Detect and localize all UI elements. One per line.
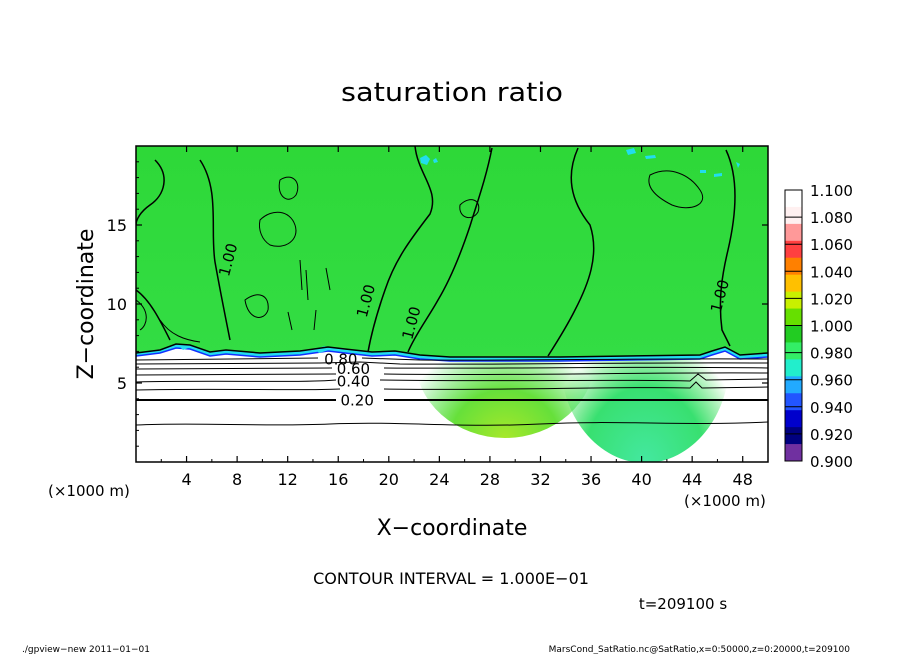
colorbar-swatch <box>785 190 802 208</box>
colorbar-swatch <box>785 223 802 242</box>
y-tick-label: 10 <box>107 295 127 314</box>
y-axis-ticks: 5 10 15 <box>107 161 768 447</box>
contour-line-0.60 <box>136 366 768 370</box>
contour-line <box>136 361 768 365</box>
colorbar-swatch <box>785 257 802 276</box>
colorbar-swatch <box>785 342 802 360</box>
x-tick-label: 12 <box>278 470 298 489</box>
contour-line-1.00 <box>648 170 703 209</box>
chart-title: saturation ratio <box>341 78 563 108</box>
contour-interval-text: CONTOUR INTERVAL = 1.000E−01 <box>313 569 589 588</box>
x-tick-label: 24 <box>429 470 449 489</box>
contour-line-0.80 <box>136 357 768 361</box>
y-tick-label: 5 <box>117 374 127 393</box>
colorbar-label: 0.960 <box>810 372 853 390</box>
contour-line-1.00 <box>547 147 595 357</box>
colorbar-swatch <box>785 308 802 326</box>
x-tick-label: 28 <box>480 470 500 489</box>
colorbar-label: 1.100 <box>810 182 853 200</box>
colorbar-label: 1.040 <box>810 263 853 281</box>
x-tick-label: 48 <box>733 470 753 489</box>
colorbar-swatch <box>785 325 802 343</box>
contour-label-mask <box>336 392 384 408</box>
colorbar-label: 1.060 <box>810 236 853 254</box>
x-tick-label: 16 <box>328 470 348 489</box>
colorbar-label: 1.000 <box>810 318 853 336</box>
colorbar-swatch <box>785 206 802 225</box>
colorbar-swatch <box>785 291 802 310</box>
contour-line-1.00 <box>719 149 736 347</box>
colorbar-label: 1.020 <box>810 290 853 308</box>
colorbar-label: 0.940 <box>810 399 853 417</box>
contour-label: 0.80 <box>324 350 357 368</box>
contour-line-1.00 <box>287 259 331 331</box>
contour-line <box>136 372 768 376</box>
colorbar-label: 0.980 <box>810 345 853 363</box>
footer-right: MarsCond_SatRatio.nc@SatRatio,x=0:50000,… <box>549 645 851 654</box>
contour-line <box>136 381 768 391</box>
colorbar: 1.100 1.080 1.060 1.040 1.020 1.000 0.980 0.960… <box>784 182 853 471</box>
contour-label: 0.20 <box>340 391 373 409</box>
cloud-base-edge-dark <box>136 347 768 362</box>
cloud-base-contour <box>136 343 768 358</box>
contour-labels: 0.200.400.600.801.001.001.001.00 <box>215 241 733 409</box>
cloud-base-edge <box>136 344 768 361</box>
lower-contours <box>136 357 768 426</box>
colorbar-swatch <box>785 393 802 411</box>
contour-label: 0.40 <box>337 372 370 390</box>
x-tick-label: 32 <box>530 470 550 489</box>
x-unit-label-right: (×1000 m) <box>684 492 766 510</box>
colorbar-swatch <box>785 240 802 259</box>
contour-line-1.00 <box>278 176 299 200</box>
time-text: t=209100 s <box>639 595 727 613</box>
colorbar-label: 1.080 <box>810 209 853 227</box>
contour-line-0.40 <box>136 373 768 383</box>
x-tick-label: 20 <box>379 470 399 489</box>
colorbar-swatch <box>785 444 802 462</box>
x-tick-label: 4 <box>181 470 191 489</box>
contour-line-1.00 <box>199 159 231 341</box>
unity-contours <box>136 146 736 357</box>
colorbar-swatch <box>785 274 802 293</box>
contour-line-1.00 <box>136 159 165 226</box>
x-axis-ticks: 4 8 12 16 20 24 28 32 36 40 44 48 <box>160 146 753 489</box>
contour-line-1.00 <box>259 211 297 247</box>
contour-line-1.00 <box>407 147 493 353</box>
contour-line-1.00 <box>136 299 201 343</box>
contour-line-1.00 <box>367 146 434 353</box>
colorbar-swatch <box>785 359 802 377</box>
contour-line-1.00 <box>459 199 480 219</box>
plot-area <box>136 146 768 462</box>
colorbar-swatch <box>785 410 802 428</box>
contour-line-1.00 <box>136 289 171 341</box>
contour-label: 0.60 <box>337 360 370 378</box>
colorbar-swatch <box>785 427 802 445</box>
y-tick-label: 15 <box>107 216 127 235</box>
x-tick-label: 36 <box>581 470 601 489</box>
contour-line-1.00 <box>244 294 269 318</box>
x-tick-label: 40 <box>631 470 651 489</box>
colorbar-swatch <box>785 376 802 394</box>
x-unit-label-left: (×1000 m) <box>48 482 130 500</box>
footer-left: ./gpview−new 2011−01−01 <box>22 645 150 654</box>
colorbar-label: 0.920 <box>810 426 853 444</box>
contour-line <box>136 421 768 426</box>
colorbar-label: 0.900 <box>810 453 853 471</box>
x-tick-label: 44 <box>682 470 702 489</box>
x-tick-label: 8 <box>232 470 242 489</box>
y-axis-label: Z−coordinate <box>74 229 99 380</box>
x-axis-label: X−coordinate <box>377 516 528 541</box>
